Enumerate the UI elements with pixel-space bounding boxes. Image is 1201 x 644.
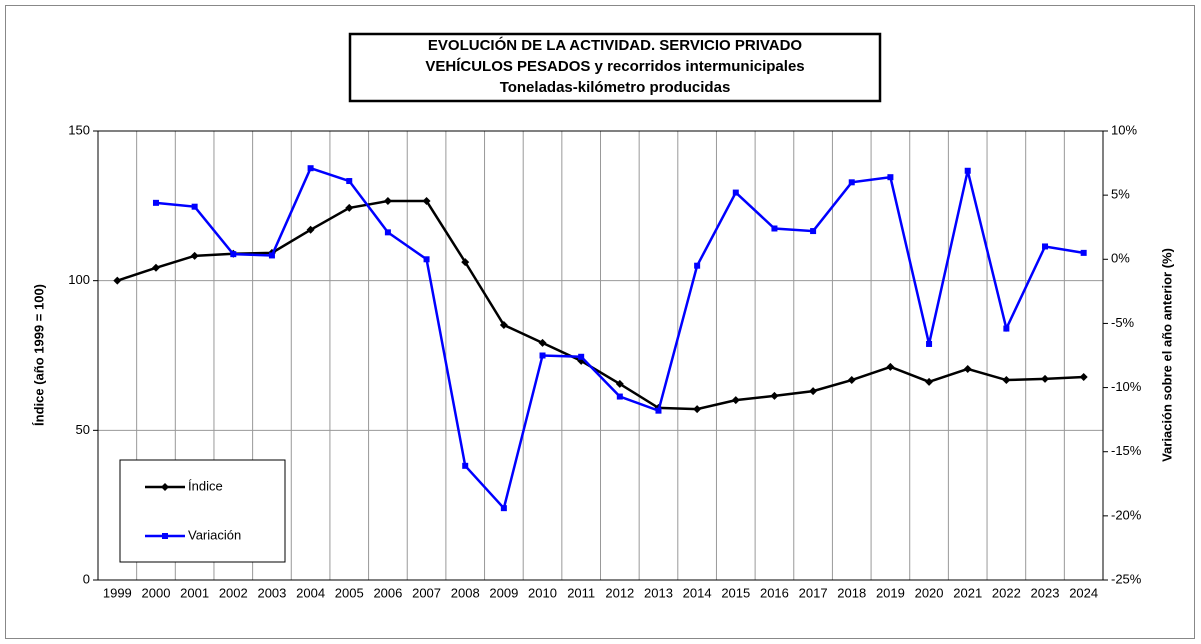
x-tick-label: 2017	[799, 585, 828, 600]
marker	[963, 364, 972, 373]
chart-title: VEHÍCULOS PESADOS y recorridos intermuni…	[425, 58, 804, 75]
marker	[615, 379, 624, 388]
x-tick-label: 2024	[1069, 585, 1098, 600]
x-tick-label: 2016	[760, 585, 789, 600]
x-tick-label: 2002	[219, 585, 248, 600]
y2-tick-label: -25%	[1111, 571, 1142, 586]
marker	[383, 197, 392, 206]
marker	[1003, 325, 1010, 332]
marker	[162, 533, 168, 539]
marker	[191, 203, 198, 210]
marker	[152, 199, 159, 206]
x-tick-label: 2013	[644, 585, 673, 600]
y-tick-label: 150	[68, 122, 90, 137]
marker	[616, 393, 623, 400]
marker	[771, 225, 778, 232]
marker	[230, 251, 237, 258]
y2-tick-label: -10%	[1111, 379, 1142, 394]
marker	[925, 377, 934, 386]
x-tick-label: 2008	[451, 585, 480, 600]
y2-tick-label: 10%	[1111, 122, 1137, 137]
x-tick-label: 2003	[257, 585, 286, 600]
marker	[810, 228, 817, 235]
marker	[161, 483, 169, 491]
marker	[886, 362, 895, 371]
marker	[847, 376, 856, 385]
x-tick-label: 2014	[683, 585, 712, 600]
y2-tick-label: -15%	[1111, 443, 1142, 458]
marker	[964, 167, 971, 174]
y2-tick-label: 5%	[1111, 187, 1130, 202]
marker	[539, 352, 546, 359]
x-tick-label: 2020	[915, 585, 944, 600]
x-tick-label: 1999	[103, 585, 132, 600]
x-tick-label: 2022	[992, 585, 1021, 600]
y2-tick-label: -20%	[1111, 507, 1142, 522]
marker	[693, 405, 702, 414]
x-tick-label: 2019	[876, 585, 905, 600]
marker	[538, 338, 547, 347]
marker	[345, 203, 354, 212]
marker	[268, 252, 275, 259]
x-tick-label: 2007	[412, 585, 441, 600]
y-tick-label: 0	[83, 571, 90, 586]
x-tick-label: 2006	[373, 585, 402, 600]
marker	[151, 263, 160, 272]
x-tick-label: 2011	[567, 585, 595, 600]
marker	[694, 262, 701, 269]
marker	[887, 174, 894, 181]
marker	[655, 407, 662, 414]
y2-tick-label: 0%	[1111, 251, 1130, 266]
legend-box	[119, 459, 286, 563]
marker	[462, 462, 469, 469]
x-tick-label: 2010	[528, 585, 557, 600]
y-tick-label: 50	[76, 422, 90, 437]
marker	[848, 179, 855, 186]
marker	[1079, 373, 1088, 382]
x-tick-label: 2012	[605, 585, 634, 600]
y2-axis-title: Variación sobre el año anterior (%)	[1159, 248, 1174, 462]
marker	[500, 505, 507, 512]
marker	[732, 189, 739, 196]
x-tick-label: 2009	[489, 585, 518, 600]
marker	[384, 229, 391, 236]
x-tick-label: 2015	[721, 585, 750, 600]
marker	[578, 353, 585, 360]
marker	[1041, 374, 1050, 383]
marker	[346, 178, 353, 185]
marker	[113, 276, 122, 285]
legend-label: Variación	[188, 527, 241, 542]
x-tick-label: 2004	[296, 585, 325, 600]
marker	[731, 396, 740, 405]
y2-tick-label: -5%	[1111, 315, 1135, 330]
y-tick-label: 100	[68, 272, 90, 287]
chart-title: EVOLUCIÓN DE LA ACTIVIDAD. SERVICIO PRIV…	[428, 36, 803, 54]
marker	[423, 256, 430, 263]
x-tick-label: 2001	[180, 585, 209, 600]
y-axis-title: Índice (año 1999 = 100)	[31, 284, 46, 426]
marker	[770, 391, 779, 400]
series-line	[116, 199, 1084, 411]
marker	[1042, 243, 1049, 250]
marker	[809, 387, 818, 396]
marker	[1002, 376, 1011, 385]
x-tick-label: 2021	[953, 585, 982, 600]
marker	[499, 320, 508, 329]
x-tick-label: 2023	[1031, 585, 1060, 600]
x-tick-label: 2005	[335, 585, 364, 600]
chart-title: Toneladas-kilómetro producidas	[500, 79, 731, 96]
marker	[1080, 249, 1087, 256]
marker	[461, 258, 470, 267]
marker	[307, 165, 314, 172]
legend-label: Índice	[188, 478, 223, 493]
marker	[422, 197, 431, 206]
x-tick-label: 2000	[142, 585, 171, 600]
title-box	[348, 32, 882, 103]
marker	[306, 225, 315, 234]
marker	[926, 340, 933, 347]
x-tick-label: 2018	[837, 585, 866, 600]
plot-border	[97, 130, 1104, 581]
marker	[190, 251, 199, 260]
